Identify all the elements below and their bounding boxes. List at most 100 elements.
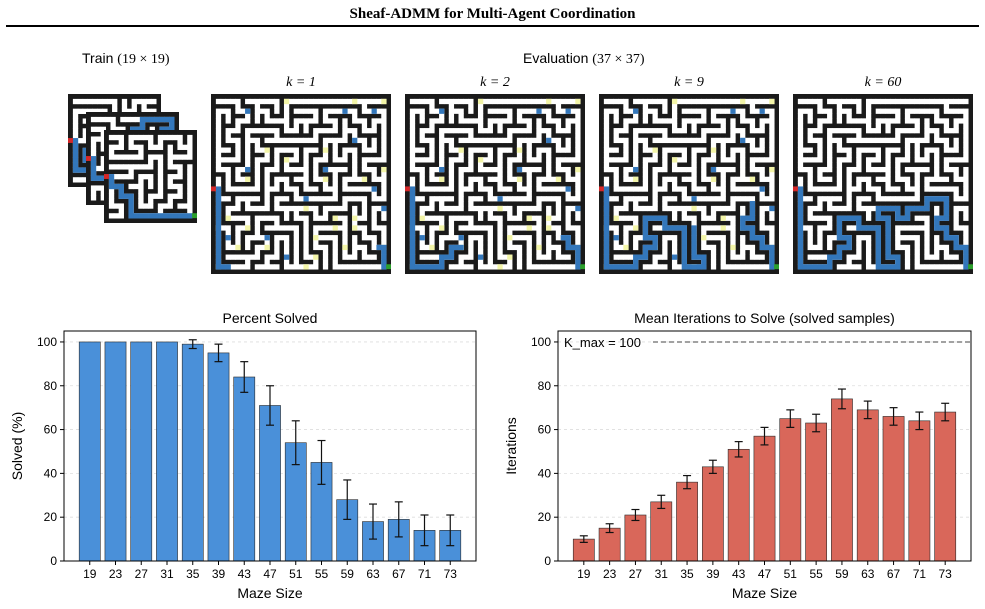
eval-k-label-1: k = 1 <box>286 75 316 90</box>
maze-solution-path <box>409 186 581 270</box>
x-axis-label: Maze Size <box>732 585 798 601</box>
x-tick-label: 35 <box>186 567 200 581</box>
error-bars <box>188 339 455 547</box>
maze-solution-path <box>108 174 193 219</box>
eval-maze-k1 <box>211 94 391 274</box>
maze-goal-marker <box>774 264 779 270</box>
x-tick-label: 43 <box>732 567 746 581</box>
plot-frame <box>63 330 477 562</box>
maze-start-marker <box>405 186 410 192</box>
y-axis-label: Solved (%) <box>9 412 25 480</box>
x-tick-label: 55 <box>315 567 329 581</box>
error-bar-67 <box>394 501 403 538</box>
error-bar-35 <box>188 339 197 350</box>
error-bar-39 <box>708 459 717 474</box>
bar-67 <box>882 416 905 562</box>
maze-goal-marker <box>580 264 585 270</box>
bar-19 <box>78 341 101 562</box>
bar-27 <box>624 514 647 562</box>
error-bar-55 <box>317 439 326 485</box>
bar-43 <box>233 376 256 562</box>
y-tick-label: 100 <box>37 335 57 349</box>
maze-wall-bg <box>405 94 585 274</box>
bar-23 <box>104 341 127 562</box>
train-label-text: Train <box>82 50 114 66</box>
bar-55 <box>805 422 828 562</box>
bar-71 <box>908 420 931 562</box>
maze-goal-marker <box>386 264 391 270</box>
error-bar-51 <box>291 420 300 466</box>
error-bar-63 <box>863 400 872 420</box>
y-tick-label: 60 <box>44 423 58 437</box>
x-tick-label: 19 <box>577 567 591 581</box>
evaluation-size: (37 × 37) <box>592 52 645 67</box>
maze-wall-bg <box>793 94 973 274</box>
x-tick-label: 31 <box>655 567 669 581</box>
bar-27 <box>130 341 153 562</box>
bar-35 <box>181 343 204 562</box>
evaluation-label: Evaluation (37 × 37) <box>523 50 645 68</box>
error-bar-23 <box>605 523 614 534</box>
error-bar-55 <box>812 413 821 433</box>
maze-wall-bg <box>211 94 391 274</box>
y-tick-label: 40 <box>538 466 552 480</box>
x-tick-label: 51 <box>784 567 798 581</box>
x-tick-label: 59 <box>835 567 849 581</box>
x-tick-label: 35 <box>680 567 694 581</box>
x-tick-label: 55 <box>809 567 823 581</box>
x-tick-label: 43 <box>238 567 252 581</box>
x-tick-label: 63 <box>861 567 875 581</box>
x-tick-label: 39 <box>212 567 226 581</box>
error-bar-67 <box>889 407 898 426</box>
bar-47 <box>753 435 776 562</box>
y-tick-label: 0 <box>50 554 57 568</box>
plot-frame <box>557 330 972 562</box>
error-bar-59 <box>343 479 352 520</box>
bars <box>78 341 462 562</box>
eval-k-label-3: k = 9 <box>674 75 704 90</box>
reference-line-label: K_max = 100 <box>564 335 641 350</box>
x-tick-label: 67 <box>392 567 406 581</box>
x-tick-label: 67 <box>887 567 901 581</box>
error-bar-47 <box>760 426 769 446</box>
bar-47 <box>259 405 281 562</box>
bar-39 <box>701 466 724 562</box>
maze-goal-marker <box>968 264 973 270</box>
maze-start-marker <box>104 174 109 179</box>
maze-solution-path <box>215 186 387 270</box>
x-tick-label: 51 <box>289 567 303 581</box>
x-tick-label: 39 <box>706 567 720 581</box>
bar-73 <box>934 411 957 562</box>
chart-title: Mean Iterations to Solve (solved samples… <box>634 310 895 326</box>
y-tick-label: 20 <box>538 510 552 524</box>
page-title: Sheaf-ADMM for Multi-Agent Coordination <box>349 6 636 22</box>
x-tick-label: 73 <box>444 567 458 581</box>
train-maze-3 <box>104 130 197 223</box>
maze-start-marker <box>86 156 91 161</box>
eval-maze-k2 <box>405 94 585 274</box>
maze-goal-marker <box>192 213 197 219</box>
error-bar-51 <box>786 409 795 428</box>
error-bar-47 <box>266 385 274 426</box>
x-tick-label: 47 <box>758 567 772 581</box>
y-tick-label: 100 <box>531 335 551 349</box>
error-bar-35 <box>683 474 692 490</box>
x-axis-ticks: 19 23 27 31 35 39 43 47 51 55 59 63 67 71 73 <box>577 561 952 581</box>
y-tick-label: 80 <box>538 379 552 393</box>
eval-k-label-2: k = 2 <box>480 75 510 90</box>
bar-31 <box>650 501 673 562</box>
x-axis-ticks: 19 23 27 31 35 39 43 47 51 55 59 63 67 71 73 <box>83 561 457 581</box>
x-tick-label: 23 <box>109 567 123 581</box>
train-size: (19 × 19) <box>117 52 170 67</box>
maze-corridors <box>108 134 193 219</box>
eval-maze-k60 <box>793 94 973 274</box>
x-tick-label: 71 <box>913 567 927 581</box>
bars <box>572 398 957 562</box>
maze-solution-path <box>603 186 775 270</box>
maze-solution-path <box>797 186 969 270</box>
x-tick-label: 47 <box>263 567 277 581</box>
error-bar-43 <box>734 441 743 458</box>
y-tick-label: 20 <box>44 510 58 524</box>
percent-solved-chart: Percent Solved 0 20 40 60 80 100 19 23 27 31 35 39 43… <box>9 310 477 601</box>
train-label: Train (19 × 19) <box>82 50 170 68</box>
